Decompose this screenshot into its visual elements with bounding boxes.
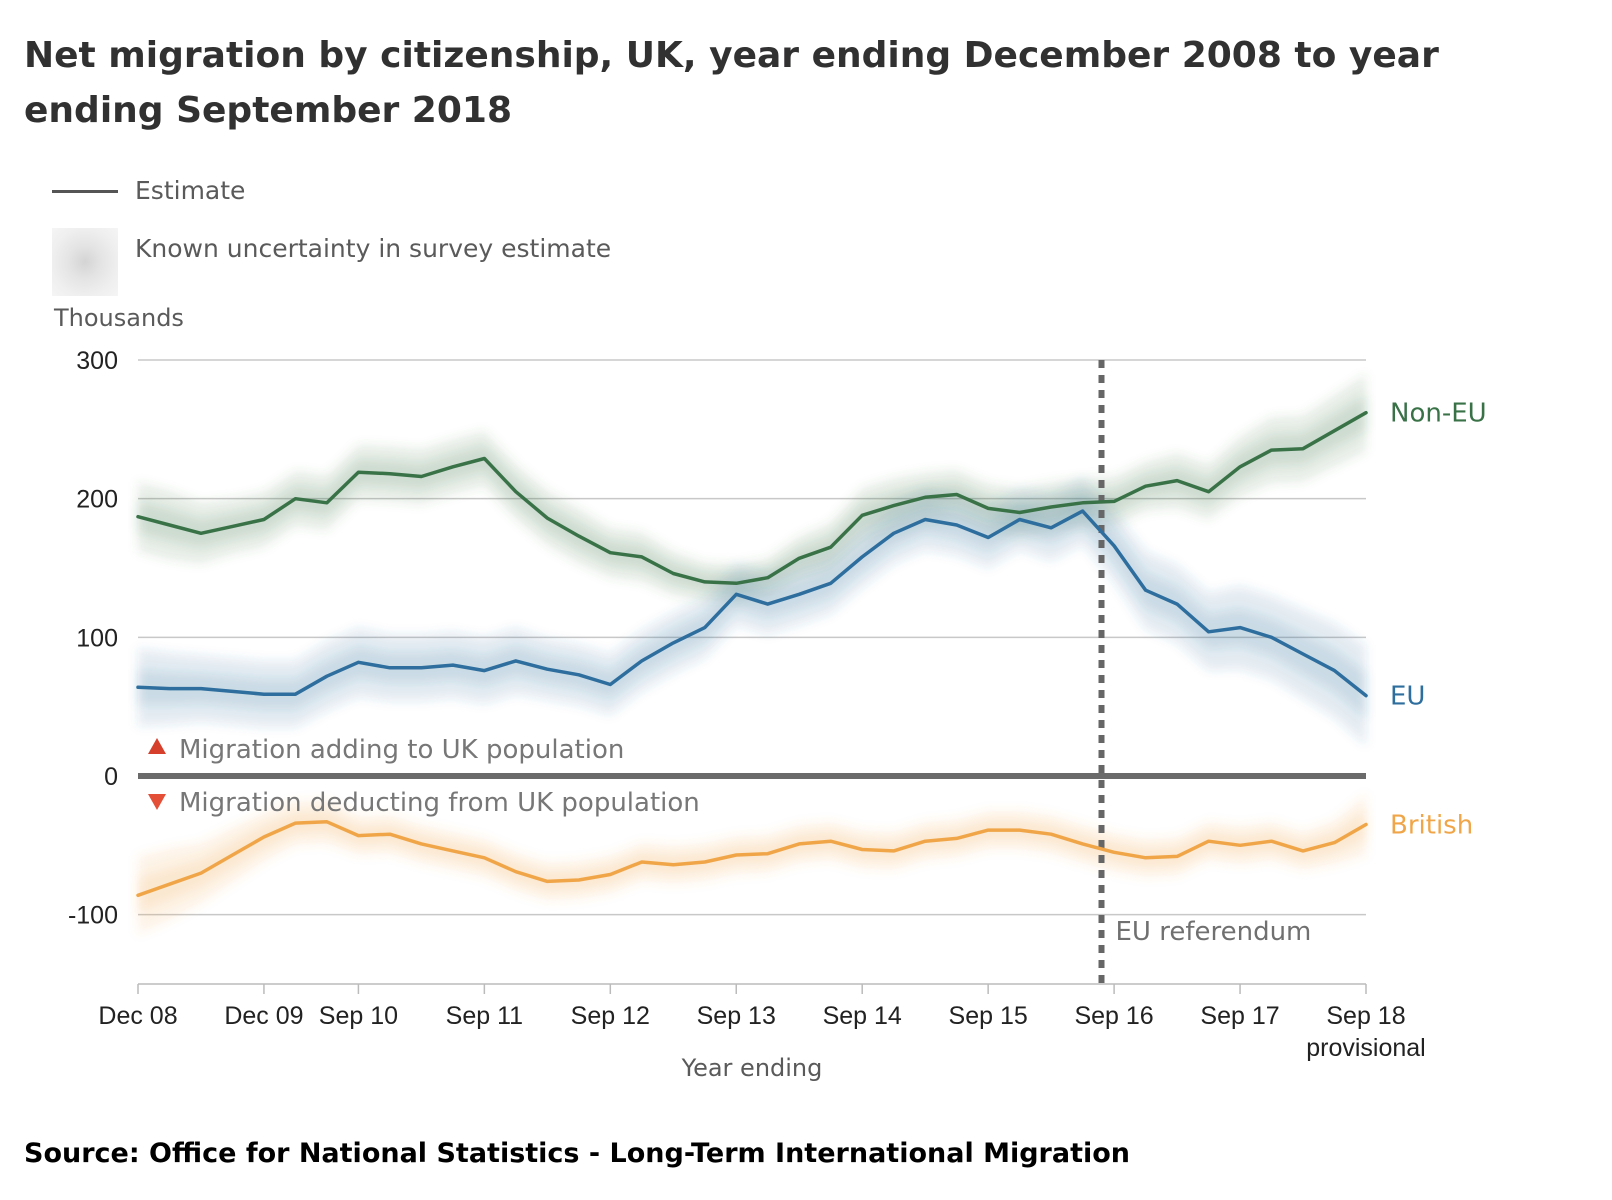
x-tick-label: Sep 10 [319, 1002, 398, 1030]
uncertainty-band-inner [138, 810, 1366, 913]
uncertainty-band-inner [138, 395, 1366, 592]
series-end-label: British [1390, 811, 1473, 841]
series-end-label: Non-EU [1390, 399, 1487, 429]
y-tick-label: 200 [76, 486, 118, 514]
y-tick-label: 0 [104, 763, 118, 791]
x-tick-label: Sep 18 [1326, 1002, 1405, 1030]
x-tick-label: provisional [1306, 1034, 1426, 1062]
x-axis-label: Year ending [681, 1054, 823, 1082]
chart-title: Net migration by citizenship, UK, year e… [24, 35, 1439, 131]
x-tick-label: Sep 17 [1200, 1002, 1279, 1030]
y-axis-label: Thousands [53, 304, 184, 332]
x-tick-label: Sep 16 [1074, 1002, 1153, 1030]
legend-label-estimate: Estimate [135, 176, 246, 205]
legend-label-uncertainty: Known uncertainty in survey estimate [135, 234, 612, 263]
deducting-annotation: Migration deducting from UK population [179, 788, 700, 818]
y-tick-label: -100 [68, 902, 118, 930]
referendum-label: EU referendum [1116, 917, 1312, 947]
source-note: Source: Office for National Statistics -… [24, 1138, 1131, 1169]
triangle-down-icon [148, 794, 166, 810]
x-tick-label: Dec 09 [224, 1002, 303, 1030]
series-line [136, 410, 1368, 586]
y-tick-label: 300 [76, 347, 118, 375]
uncertainty-band-inner [138, 496, 1366, 718]
line-chart: 300 200 100 0 -100 Thousands Dec 08 Dec 09 Sep 1… [53, 304, 1487, 1082]
y-tick-label: 100 [76, 624, 118, 652]
x-tick-label: Sep 13 [697, 1002, 776, 1030]
legend-line-swatch [52, 190, 118, 193]
series-line [136, 820, 1368, 898]
adding-annotation: Migration adding to UK population [179, 735, 624, 765]
x-tick-label: Sep 12 [571, 1002, 650, 1030]
series-line [136, 509, 1368, 698]
x-tick-label: Dec 08 [98, 1002, 177, 1030]
triangle-up-icon [148, 738, 166, 754]
x-tick-label: Sep 14 [823, 1002, 902, 1030]
x-tick-label: Sep 11 [446, 1002, 523, 1030]
x-tick-label: Sep 15 [949, 1002, 1028, 1030]
series-end-label: EU [1390, 682, 1425, 712]
legend-band-swatch [52, 228, 118, 296]
